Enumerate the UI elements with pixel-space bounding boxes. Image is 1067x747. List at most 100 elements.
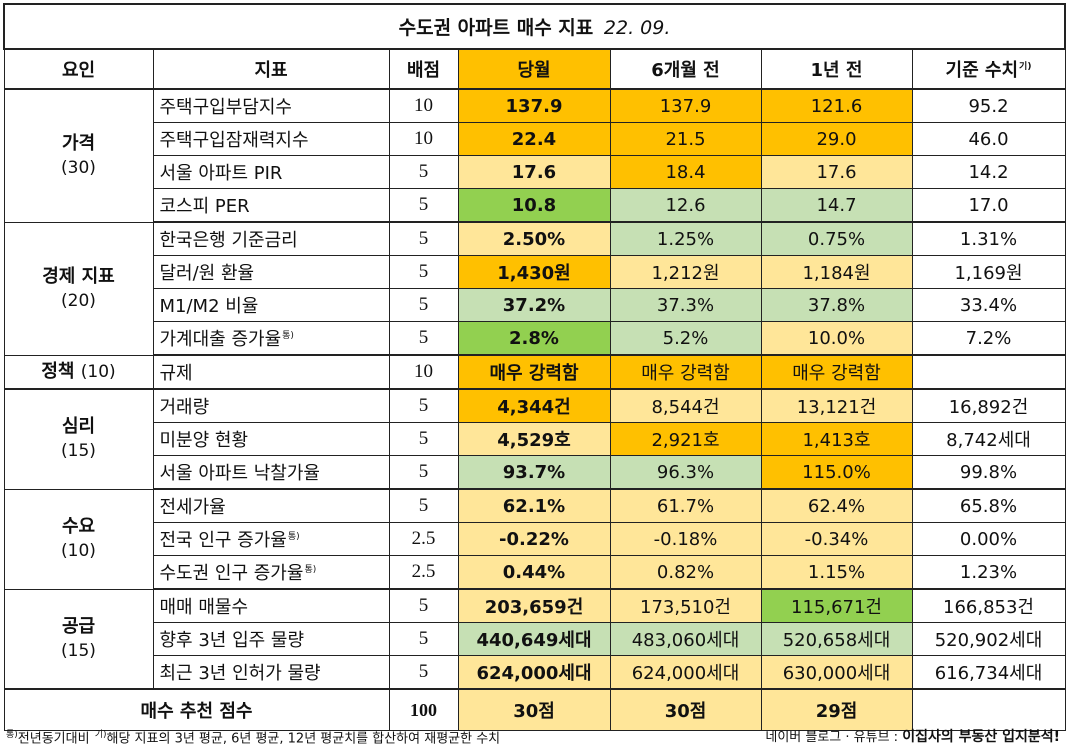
header-1-year-ago: 1년 전 <box>760 48 913 90</box>
baseline-cell: 8,742세대 <box>911 422 1066 456</box>
current-cell: 1,430원 <box>457 255 611 289</box>
baseline-cell: 1.23% <box>911 555 1066 590</box>
one-year-cell: 14.7 <box>760 188 913 223</box>
table-row: 달러/원 환율 5 1,430원 1,212원 1,184원 1,169원 <box>4 255 1066 289</box>
table-row: M1/M2 비율 5 37.2% 37.3% 37.8% 33.4% <box>4 288 1066 322</box>
indicator-cell: 향후 3년 입주 물량 <box>152 622 390 656</box>
factor-price: 가격 (30) <box>3 88 154 223</box>
buy-indicator-table: 수도권 아파트 매수 지표 22. 09. 요인 지표 배점 당월 6개월 전 … <box>3 3 1066 731</box>
table-row: 심리 (15) 거래량 5 4,344건 8,544건 13,121건 16,89… <box>3 388 1066 490</box>
current-cell: 0.44% <box>457 555 611 590</box>
baseline-cell: 17.0 <box>911 188 1066 223</box>
table-row: 주택구입잠재력지수 10 22.4 21.5 29.0 46.0 <box>4 122 1066 156</box>
baseline-cell: 33.4% <box>911 288 1066 322</box>
score-cell: 5 <box>388 588 459 623</box>
score-cell: 10 <box>388 88 459 123</box>
one-year-cell: 10.0% <box>760 321 913 356</box>
indicator-cell: 수도권 인구 증가율통) <box>152 555 390 590</box>
total-current: 30점 <box>457 688 611 731</box>
score-cell: 5 <box>388 388 459 423</box>
one-year-cell: 0.75% <box>760 221 913 256</box>
current-cell: 4,344건 <box>457 388 611 423</box>
total-row: 매수 추천 점수 100 30점 30점 29점 <box>3 688 1066 731</box>
indicator-cell: M1/M2 비율 <box>152 288 390 322</box>
score-cell: 2.5 <box>388 522 459 556</box>
header-factor: 요인 <box>3 48 154 90</box>
title-text: 수도권 아파트 매수 지표 <box>398 17 594 39</box>
six-month-cell: 483,060세대 <box>609 622 762 656</box>
indicator-cell: 코스피 PER <box>152 188 390 223</box>
score-cell: 2.5 <box>388 555 459 590</box>
total-six-month: 30점 <box>609 688 762 731</box>
table-row: 경제 지표 (20) 한국은행 기준금리 5 2.50% 1.25% 0.75% … <box>3 221 1066 356</box>
score-cell: 5 <box>388 655 459 690</box>
score-cell: 5 <box>388 221 459 256</box>
baseline-cell: 1,169원 <box>911 255 1066 289</box>
one-year-cell: 매우 강력함 <box>760 354 913 390</box>
six-month-cell: 61.7% <box>609 488 762 523</box>
current-cell: 62.1% <box>457 488 611 523</box>
one-year-cell: 13,121건 <box>760 388 913 423</box>
current-cell: 4,529호 <box>457 422 611 456</box>
factor-economy: 경제 지표 (20) <box>3 221 154 356</box>
indicator-cell: 규제 <box>152 354 390 390</box>
table-row: 정책 (10) 규제 10 매우 강력함 매우 강력함 매우 강력함 <box>3 354 1066 390</box>
footer: 통)전년동기대비 기)해당 지표의 3년 평균, 6년 평균, 12년 평균치를… <box>3 726 1064 746</box>
six-month-cell: 37.3% <box>609 288 762 322</box>
one-year-cell: 1.15% <box>760 555 913 590</box>
indicator-cell: 서울 아파트 낙찰가율 <box>152 455 390 490</box>
six-month-cell: 매우 강력함 <box>609 354 762 390</box>
total-one-year: 29점 <box>760 688 913 731</box>
current-cell: 93.7% <box>457 455 611 490</box>
baseline-cell: 1.31% <box>911 221 1066 256</box>
baseline-cell: 14.2 <box>911 155 1066 189</box>
current-cell: 22.4 <box>457 122 611 156</box>
current-cell: 매우 강력함 <box>457 354 611 390</box>
current-cell: 203,659건 <box>457 588 611 623</box>
one-year-cell: 121.6 <box>760 88 913 123</box>
baseline-cell: 95.2 <box>911 88 1066 123</box>
current-cell: 17.6 <box>457 155 611 189</box>
table-row: 서울 아파트 낙찰가율 5 93.7% 96.3% 115.0% 99.8% <box>4 455 1066 490</box>
table-row: 가계대출 증가율통) 5 2.8% 5.2% 10.0% 7.2% <box>4 321 1066 356</box>
one-year-cell: 62.4% <box>760 488 913 523</box>
table-row: 공급 (15) 매매 매물수 5 203,659건 173,510건 115,67… <box>3 588 1066 690</box>
baseline-cell: 520,902세대 <box>911 622 1066 656</box>
score-cell: 10 <box>388 354 459 390</box>
one-year-cell: 1,413호 <box>760 422 913 456</box>
current-cell: 37.2% <box>457 288 611 322</box>
six-month-cell: 8,544건 <box>609 388 762 423</box>
score-cell: 5 <box>388 188 459 223</box>
total-score: 100 <box>388 688 459 731</box>
table-row: 최근 3년 인허가 물량 5 624,000세대 624,000세대 630,0… <box>4 655 1066 690</box>
six-month-cell: 137.9 <box>609 88 762 123</box>
baseline-cell: 99.8% <box>911 455 1066 490</box>
baseline-cell: 166,853건 <box>911 588 1066 623</box>
one-year-cell: 115.0% <box>760 455 913 490</box>
footnote: 통)전년동기대비 기)해당 지표의 3년 평균, 6년 평균, 12년 평균치를… <box>6 730 501 747</box>
six-month-cell: 173,510건 <box>609 588 762 623</box>
factor-sentiment: 심리 (15) <box>3 388 154 490</box>
score-cell: 5 <box>388 455 459 490</box>
six-month-cell: 21.5 <box>609 122 762 156</box>
title-date: 22. 09. <box>603 17 671 39</box>
baseline-cell: 0.00% <box>911 522 1066 556</box>
header-row: 요인 지표 배점 당월 6개월 전 1년 전 기준 수치기) <box>3 48 1066 90</box>
total-baseline <box>911 688 1066 731</box>
one-year-cell: 1,184원 <box>760 255 913 289</box>
score-cell: 5 <box>388 288 459 322</box>
six-month-cell: 0.82% <box>609 555 762 590</box>
indicator-cell: 서울 아파트 PIR <box>152 155 390 189</box>
score-cell: 5 <box>388 488 459 523</box>
six-month-cell: 1,212원 <box>609 255 762 289</box>
six-month-cell: 5.2% <box>609 321 762 356</box>
six-month-cell: 12.6 <box>609 188 762 223</box>
indicator-cell: 주택구입부담지수 <box>152 88 390 123</box>
six-month-cell: 2,921호 <box>609 422 762 456</box>
indicator-cell: 한국은행 기준금리 <box>152 221 390 256</box>
indicator-cell: 미분양 현황 <box>152 422 390 456</box>
current-cell: 10.8 <box>457 188 611 223</box>
header-6-months-ago: 6개월 전 <box>609 48 762 90</box>
credit: 네이버 블로그 · 유튜브 : 이집사의 부동산 입지분석! <box>765 729 1060 745</box>
baseline-cell: 16,892건 <box>911 388 1066 423</box>
